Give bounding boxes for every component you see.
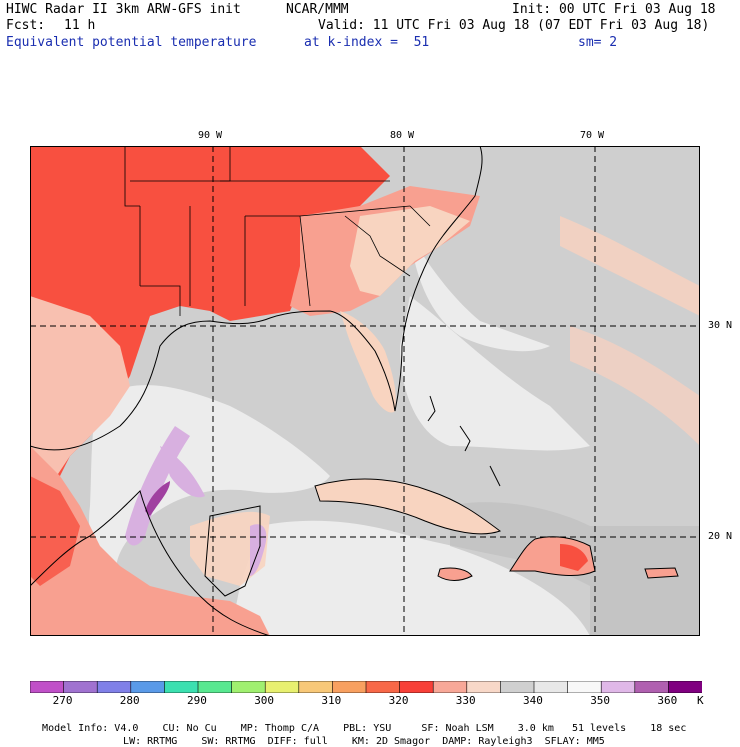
- ocean-light-band: [400, 296, 590, 451]
- init-time: Init: 00 UTC Fri 03 Aug 18: [512, 2, 716, 17]
- valid-time: Valid: 11 UTC Fri 03 Aug 18 (07 EDT Fri …: [318, 18, 710, 33]
- colorbar-swatch: [365, 681, 401, 693]
- lon-label-70w: 70 W: [580, 130, 605, 141]
- colorbar-tick-label: 320: [388, 694, 409, 707]
- colorbar-swatch: [533, 681, 569, 693]
- footer-line-2: LW: RRTMG SW: RRTMG DIFF: full KM: 2D Sm…: [111, 725, 605, 747]
- model-info: Model Info: V4.0: [42, 723, 139, 734]
- colorbar-tick-label: 310: [321, 694, 342, 707]
- forecast-hours: 11 h: [64, 18, 96, 33]
- colorbar-tick-label: 270: [52, 694, 73, 707]
- field-name: Equivalent potential temperature: [6, 35, 257, 50]
- colorbar-swatch: [264, 681, 300, 693]
- low-theta-core: [145, 481, 170, 516]
- colorbar-swatch: [231, 681, 267, 693]
- colorbar-swatch: [197, 681, 233, 693]
- cumulus-scheme: CU: No Cu: [162, 723, 217, 734]
- lon-label-90w: 90 W: [198, 130, 223, 141]
- land-puerto-rico: [645, 568, 678, 578]
- colorbar-tick-label: 340: [523, 694, 543, 707]
- colorbar-swatch: [500, 681, 535, 693]
- gulf-light-area: [89, 385, 331, 586]
- colorbar-swatch: [567, 681, 602, 693]
- colorbar: [30, 681, 702, 693]
- colorbar-swatch: [332, 681, 367, 693]
- colorbar-swatch: [466, 681, 502, 693]
- smoothing: sm= 2: [578, 35, 618, 50]
- level-index: at k-index = 51: [304, 35, 430, 50]
- colorbar-tick-label: 290: [187, 694, 207, 707]
- microphysics: MP: Thomp C/A: [240, 723, 320, 734]
- land-florida: [340, 311, 396, 413]
- colorbar-swatch: [298, 681, 334, 693]
- land-mexico: [30, 446, 270, 636]
- colorbar-swatch: [432, 681, 468, 693]
- diffusion: DIFF: full: [267, 736, 328, 747]
- surface-layer: SFLAY: MM5: [544, 736, 605, 747]
- colorbar-tick-label: 350: [590, 694, 611, 707]
- eddy-coefficient: KM: 2D Smagor: [351, 736, 431, 747]
- colorbar-unit: K: [697, 694, 704, 707]
- colorbar-swatch: [63, 681, 98, 693]
- land-southeast-light: [350, 206, 470, 296]
- plot-title: HIWC Radar II 3km ARW-GFS init: [6, 2, 241, 17]
- lon-label-80w: 80 W: [390, 130, 415, 141]
- colorbar-swatch: [30, 681, 65, 693]
- colorbar-swatch: [399, 681, 435, 693]
- colorbar-swatch: [634, 681, 670, 693]
- lat-label-30n: 30 N: [708, 320, 733, 331]
- organization: NCAR/MMM: [286, 2, 349, 17]
- colorbar-swatch: [130, 681, 166, 693]
- shortwave-scheme: SW: RRTMG: [201, 736, 256, 747]
- colorbar-swatch: [96, 681, 132, 693]
- timestep: 18 sec: [650, 723, 687, 734]
- colorbar-tick-label: 360: [657, 694, 678, 707]
- surface-scheme: SF: Noah LSM: [421, 723, 494, 734]
- colorbar-swatch: [668, 681, 702, 693]
- colorbar-tick-label: 280: [119, 694, 140, 707]
- footer-line-1: Model Info: V4.0 CU: No Cu MP: Thomp C/A…: [30, 712, 686, 734]
- vertical-levels: 51 levels: [571, 723, 627, 734]
- colorbar-tick-label: 300: [254, 694, 275, 707]
- colorbar-tick-label: 330: [455, 694, 476, 707]
- longwave-scheme: LW: RRTMG: [123, 736, 178, 747]
- damping: DAMP: Rayleigh3: [442, 736, 533, 747]
- land-cuba: [315, 479, 500, 534]
- colorbar-swatch: [164, 681, 199, 693]
- pbl-scheme: PBL: YSU: [343, 723, 392, 734]
- map-plot: [30, 146, 700, 636]
- colorbar-swatch: [600, 681, 636, 693]
- forecast-label: Fcst:: [6, 18, 46, 33]
- land-jamaica: [438, 567, 472, 581]
- lat-label-20n: 20 N: [708, 531, 733, 542]
- grid-spacing: 3.0 km: [517, 723, 554, 734]
